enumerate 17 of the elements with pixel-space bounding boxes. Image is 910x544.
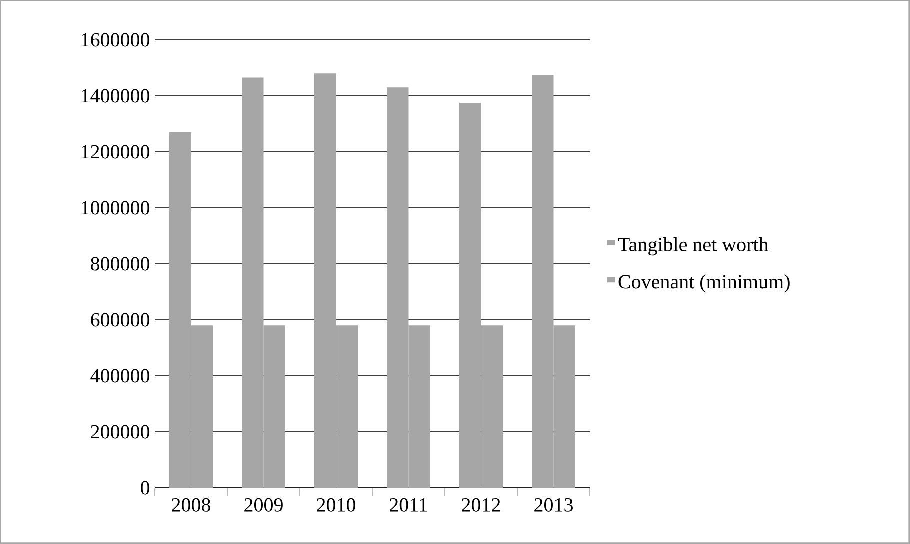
x-tick-label: 2012 [462,498,500,512]
legend-label: Covenant (minimum) [618,274,790,293]
x-tick-label: 2013 [534,498,573,512]
x-tick-label: 2009 [244,498,283,512]
y-tick-label: 0 [141,481,150,495]
x-tick-label: 2011 [390,498,428,512]
y-tick-label: 800000 [91,257,150,271]
y-tick-label: 600000 [91,313,150,327]
y-tick-label: 1600000 [82,33,150,47]
x-tick-label: 2008 [172,498,210,512]
x-tick-label: 2010 [317,498,356,512]
y-tick-label: 1200000 [82,145,150,159]
y-tick-label: 200000 [91,425,150,439]
legend-label: Tangible net worth [618,237,769,256]
y-tick-label: 1000000 [82,201,150,215]
y-tick-label: 400000 [90,369,150,383]
y-tick-label: 1400000 [82,89,150,103]
